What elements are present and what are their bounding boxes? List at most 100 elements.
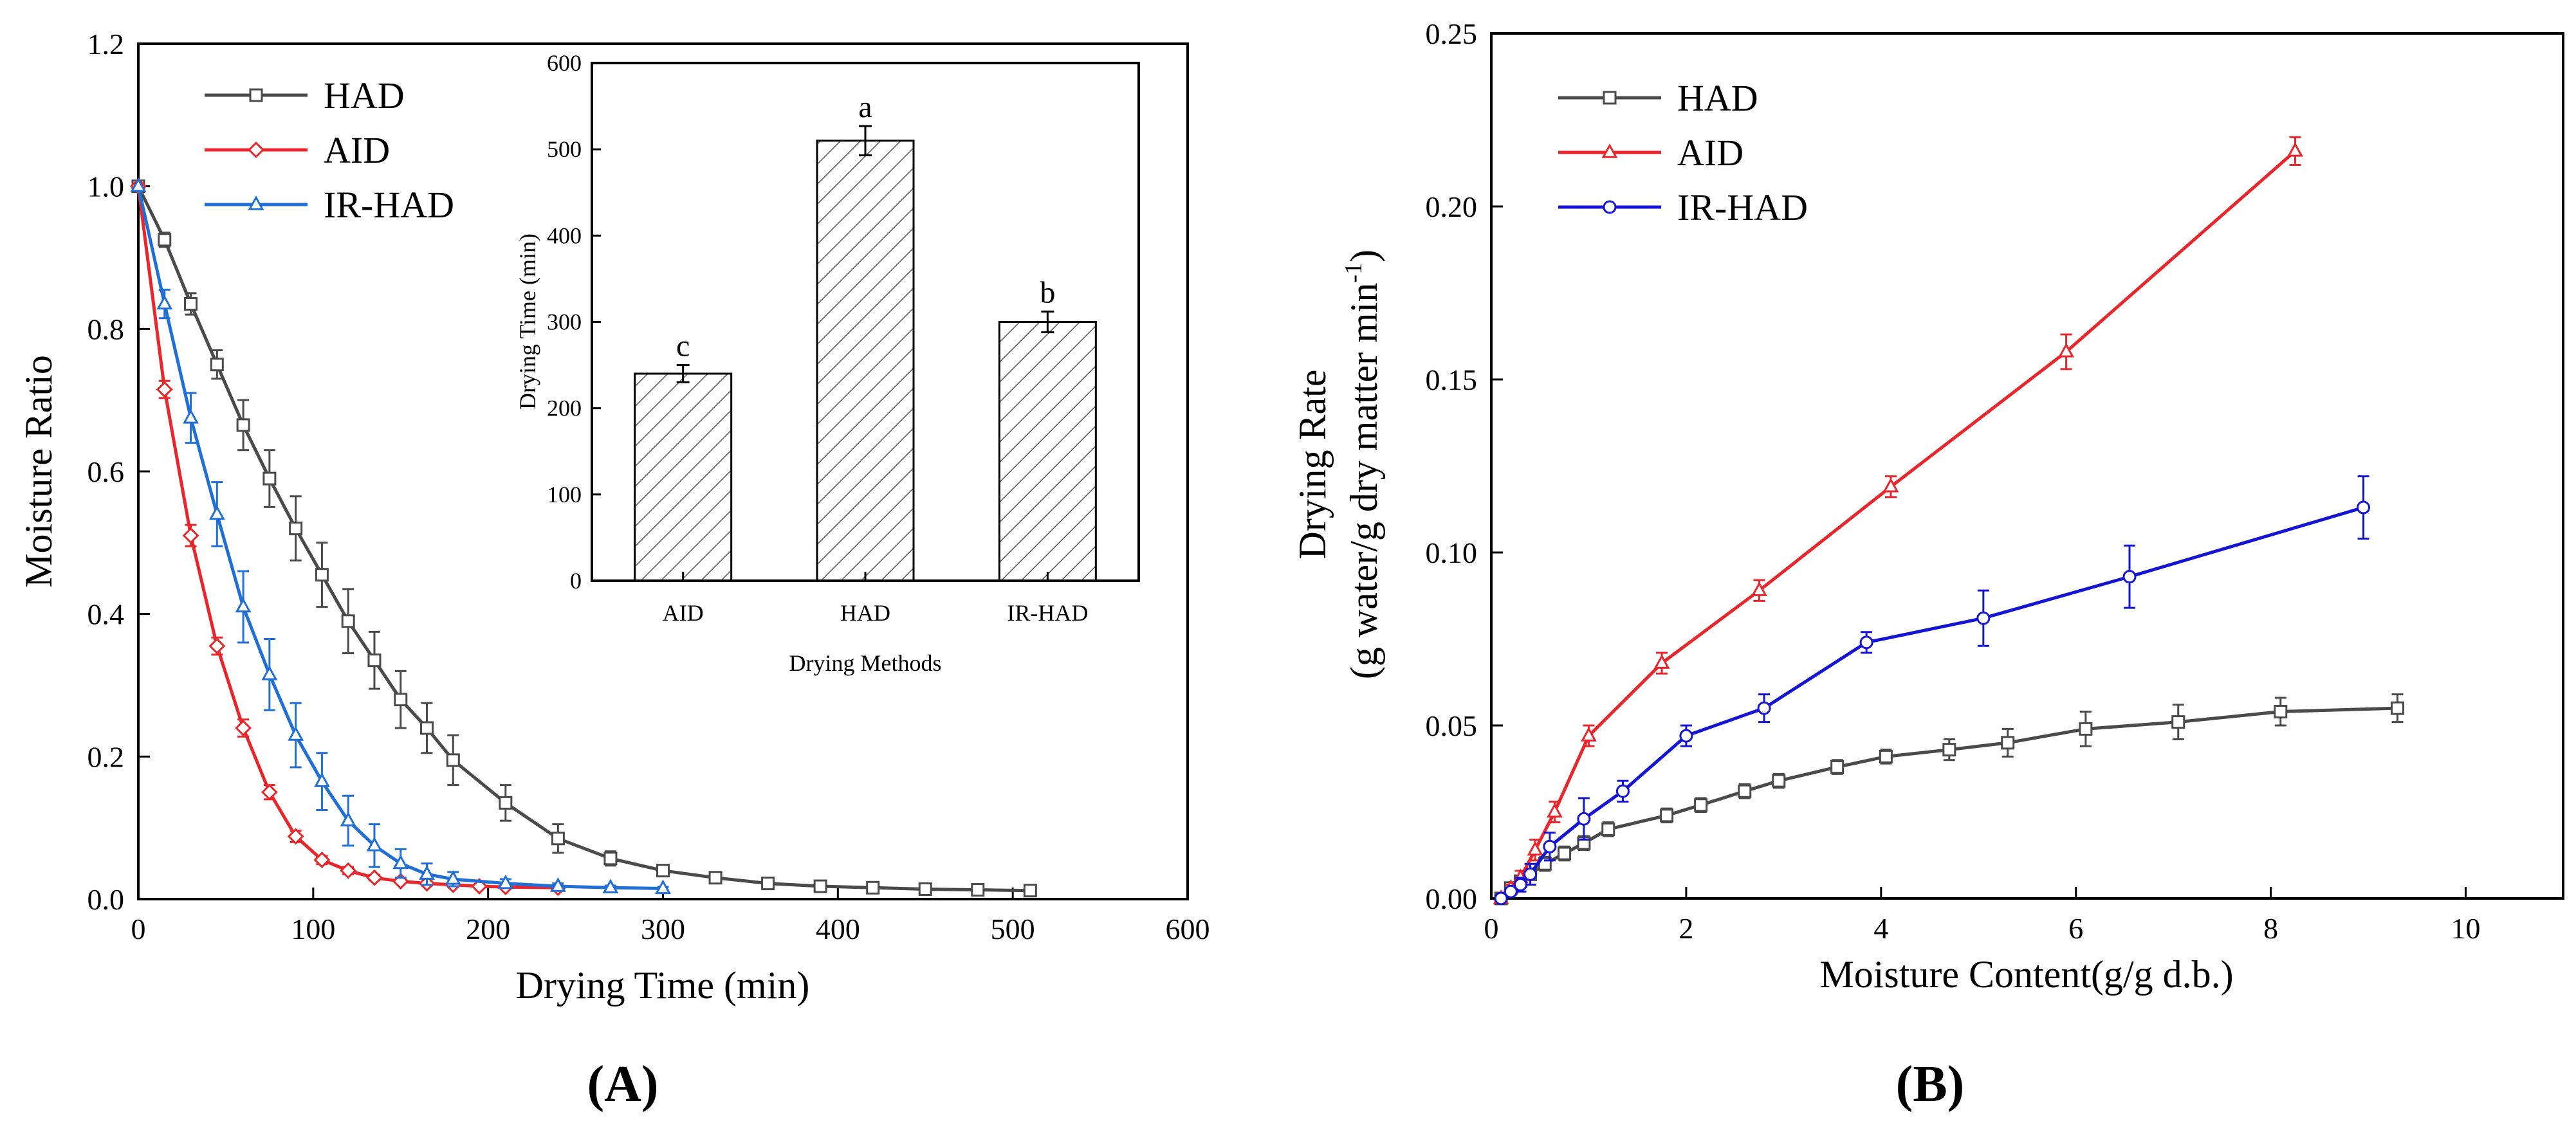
inset-bar — [998, 321, 1097, 582]
data-point — [1942, 743, 1956, 757]
data-point — [183, 408, 199, 424]
data-point — [1023, 884, 1037, 898]
y-tick-label: 0.4 — [87, 598, 125, 631]
data-point — [341, 614, 355, 628]
data-point — [602, 879, 619, 893]
data-point — [1615, 784, 1630, 798]
series-ir-had — [130, 177, 671, 895]
data-point — [235, 720, 252, 736]
data-point — [182, 527, 199, 544]
inset-error-bar — [859, 125, 872, 157]
inset-bar — [634, 372, 733, 582]
legend-label: HAD — [1677, 77, 1758, 119]
data-point — [446, 753, 460, 767]
x-tick-label: 8 — [2263, 912, 2278, 945]
data-point — [419, 865, 435, 880]
data-point — [2122, 570, 2137, 584]
inset-y-tick-label: 100 — [547, 482, 582, 507]
data-point — [289, 522, 303, 536]
data-point — [156, 295, 173, 310]
y-axis-units-sup: -1 — [1340, 262, 1367, 283]
data-point — [1547, 803, 1563, 818]
x-tick-label: 500 — [991, 913, 1035, 945]
legend-item-aid: AID — [1558, 132, 1743, 174]
data-point — [761, 877, 775, 891]
legend-item-had: HAD — [205, 75, 405, 116]
inset-significance-letter: a — [858, 90, 872, 124]
x-tick-label: 4 — [1873, 912, 1888, 945]
data-point — [235, 597, 252, 613]
data-point — [1772, 774, 1786, 788]
y-tick-label: 0.25 — [1426, 17, 1478, 50]
data-point — [1504, 884, 1518, 898]
inset-y-tick-label: 500 — [547, 136, 582, 162]
legend-marker — [248, 196, 264, 210]
data-point — [1494, 891, 1508, 906]
inset-x-tick-label: IR-HAD — [1007, 600, 1088, 626]
data-point — [2001, 736, 2015, 750]
data-point — [813, 879, 827, 893]
data-point — [1738, 784, 1752, 798]
legend-marker — [1603, 200, 1617, 214]
data-point — [2171, 715, 2185, 729]
panel-b: 0.00 0.05 0.10 0.15 0.20 0.25 0 2 4 6 8 10 Drying … — [1291, 17, 2564, 1113]
inset-y-axis-label: Drying Time (min) — [515, 233, 540, 410]
x-tick-label: 2 — [1679, 912, 1693, 945]
legend-marker — [249, 88, 263, 102]
y-tick-label: 0.05 — [1426, 709, 1478, 742]
x-axis-label-a: Drying Time (min) — [516, 964, 810, 1007]
data-point — [420, 721, 434, 735]
series-aid — [130, 178, 567, 897]
data-point — [1523, 867, 1538, 881]
data-point — [2357, 500, 2371, 515]
data-point — [445, 870, 461, 885]
data-point — [866, 880, 880, 895]
data-point — [394, 693, 408, 707]
data-point — [1543, 839, 1557, 853]
inset-bar — [816, 140, 915, 582]
inset-bar-group-aid: c AID — [634, 329, 733, 626]
data-point — [1859, 635, 1873, 650]
legend-marker — [1601, 143, 1618, 158]
data-point — [2287, 142, 2303, 157]
y-axis-units-end: ) — [1343, 250, 1385, 262]
data-point — [392, 854, 409, 870]
x-tick-label: 10 — [2451, 912, 2481, 945]
data-point — [1976, 611, 1991, 625]
legend-item-ir-had: IR-HAD — [205, 184, 454, 226]
series-had — [131, 179, 1037, 898]
data-point — [655, 879, 671, 895]
data-point — [1660, 808, 1674, 823]
data-point — [208, 637, 226, 655]
y-tick-label: 1.2 — [87, 28, 125, 60]
y-axis-units-main: (g water/g dry matter min — [1343, 283, 1385, 679]
data-point — [2058, 343, 2075, 358]
data-point — [971, 883, 985, 897]
data-point — [1757, 701, 1771, 715]
data-point — [184, 297, 198, 311]
inset-y-tick-label: 0 — [570, 568, 582, 594]
legend-item-had: HAD — [1558, 77, 1758, 119]
inset-y-tick-label: 300 — [547, 309, 582, 335]
inset-y-tick-label: 400 — [547, 223, 582, 248]
data-point — [2274, 704, 2288, 718]
data-point — [287, 828, 304, 845]
series-line-aid — [136, 186, 558, 889]
data-point — [918, 882, 932, 896]
data-point — [1751, 581, 1767, 596]
data-point — [288, 726, 304, 741]
x-tick-label: 200 — [466, 913, 510, 945]
y-tick-label: 0.20 — [1426, 190, 1478, 223]
legend-label: IR-HAD — [324, 184, 454, 226]
data-point — [1513, 877, 1527, 891]
data-point — [1577, 812, 1591, 826]
data-point — [367, 653, 382, 668]
legend-label: HAD — [324, 75, 405, 116]
data-point — [340, 812, 356, 826]
data-point — [2079, 722, 2093, 736]
x-tick-label: 0 — [131, 913, 146, 945]
series-line-had — [1500, 706, 2398, 900]
series-line-ir-had — [1500, 506, 2364, 900]
inset-error-bar — [1041, 310, 1054, 334]
